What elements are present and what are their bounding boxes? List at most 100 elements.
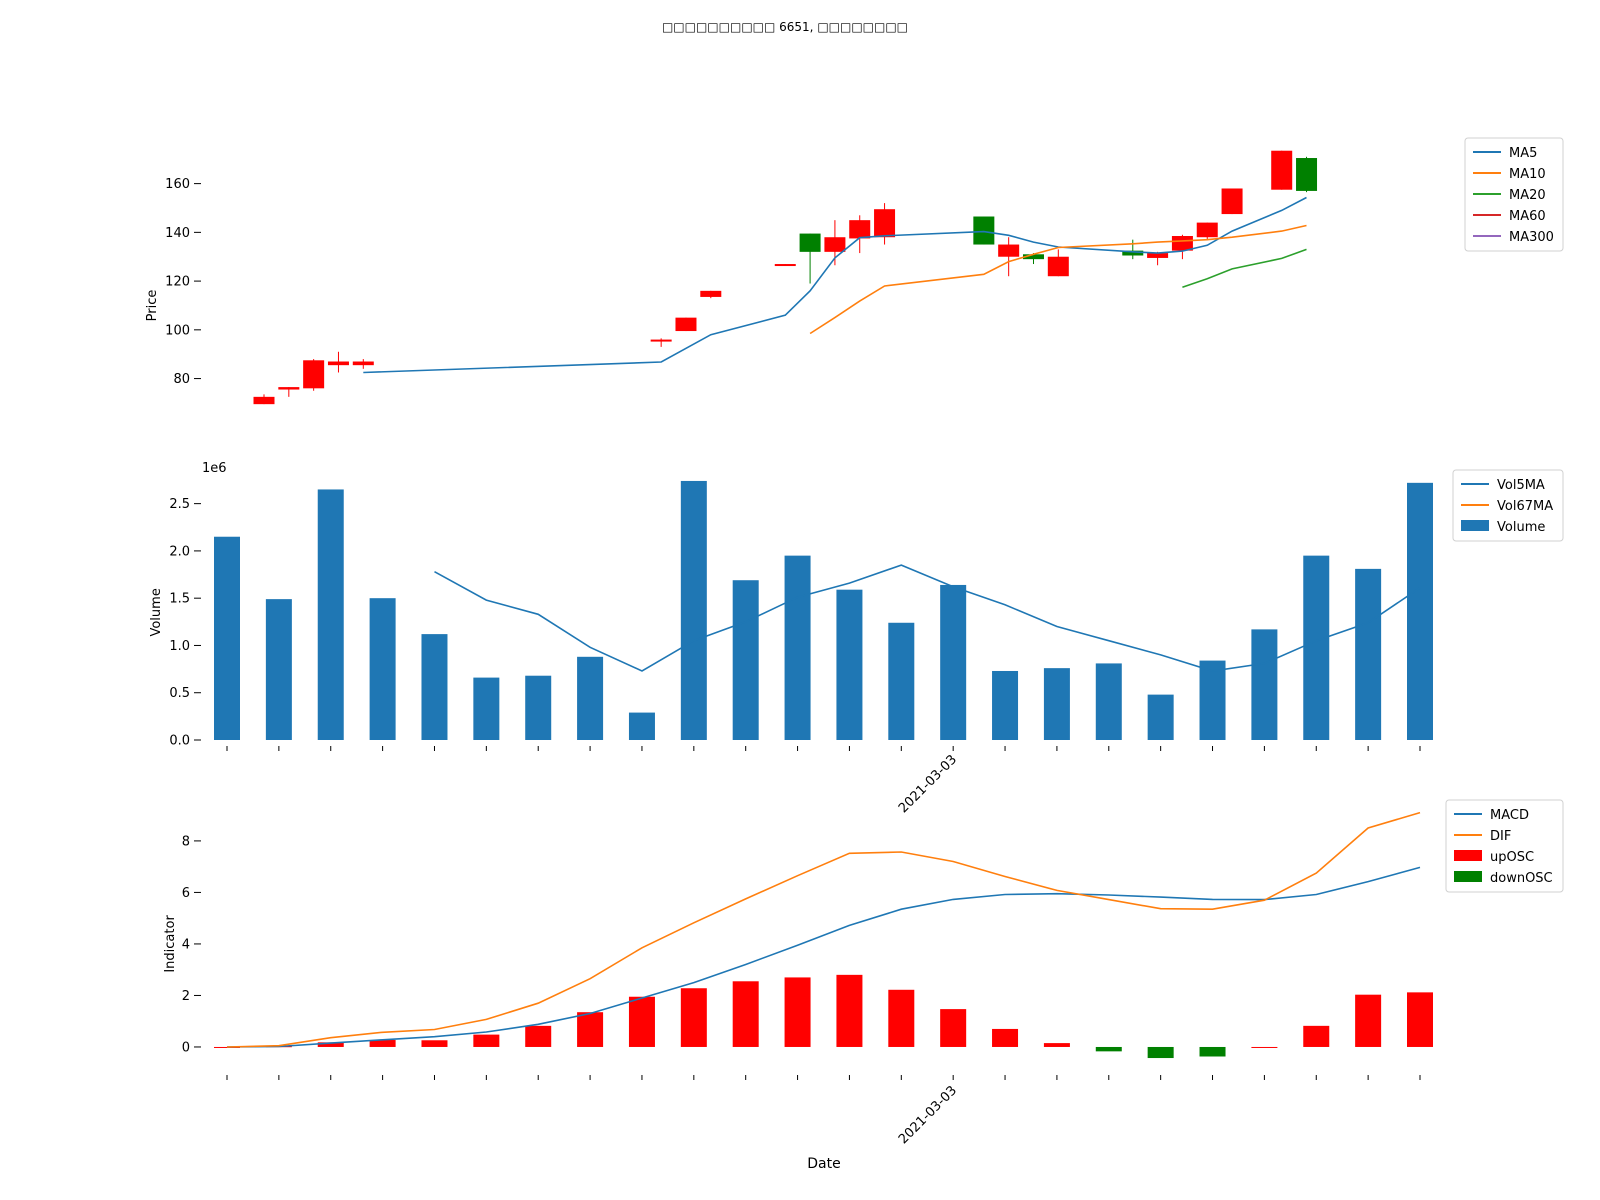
legend-swatch-uposc xyxy=(1454,850,1482,861)
up-osc-bar xyxy=(732,981,759,1047)
dif-line xyxy=(226,811,1421,1048)
up-osc-bar xyxy=(1355,994,1382,1047)
volume-bar xyxy=(1043,668,1070,740)
up-osc-bar xyxy=(1407,992,1433,1047)
volume-bar xyxy=(628,712,655,740)
candle-body xyxy=(774,264,796,267)
candle-body xyxy=(1196,222,1218,238)
price-ytick-label: 100 xyxy=(165,323,190,338)
legend-label-ma20: MA20 xyxy=(1509,188,1546,203)
volume-bar xyxy=(577,656,604,740)
up-osc-bar xyxy=(680,988,707,1047)
volume-bar xyxy=(1095,663,1122,740)
candle-body xyxy=(973,216,995,245)
volume-bar xyxy=(214,536,240,740)
volume-ytick-label: 2.5 xyxy=(169,497,190,512)
candle-body xyxy=(278,387,300,390)
candle-body xyxy=(650,339,672,342)
volume-bar xyxy=(1407,482,1433,740)
macd-ytick-label: 4 xyxy=(182,937,190,952)
up-osc-bar xyxy=(214,1046,240,1048)
candle-body xyxy=(327,361,349,366)
candle-body xyxy=(849,220,871,239)
price-series-ma20 xyxy=(1182,248,1307,288)
down-osc-bar xyxy=(1147,1046,1174,1059)
macd-ytick-label: 8 xyxy=(182,834,190,849)
price-axis-label: Price xyxy=(145,290,160,322)
up-osc-bar xyxy=(836,974,863,1047)
candle-body xyxy=(253,396,275,405)
volume-ytick-label: 0.0 xyxy=(169,734,190,749)
legend-box xyxy=(1445,799,1564,893)
volume-bar xyxy=(1199,660,1226,740)
legend-label-downosc: downOSC xyxy=(1490,871,1553,886)
volume-bar xyxy=(1147,694,1174,740)
candle-body xyxy=(675,317,697,332)
up-osc-bar xyxy=(628,996,655,1047)
price-series-ma5 xyxy=(363,196,1307,374)
candle-body xyxy=(1047,256,1069,277)
up-osc-bar xyxy=(784,977,811,1047)
up-osc-bar xyxy=(1303,1025,1330,1047)
volume-ytick-label: 0.5 xyxy=(169,686,190,701)
price-ytick-label: 160 xyxy=(165,177,190,192)
candle-body xyxy=(998,244,1020,257)
price-series-ma10 xyxy=(809,224,1307,335)
candle-body xyxy=(874,209,896,238)
candle-body xyxy=(700,290,722,297)
volume-bar xyxy=(1355,568,1382,740)
volume-bar xyxy=(473,677,500,740)
up-osc-bar xyxy=(577,1012,604,1047)
volume-bar xyxy=(680,480,707,740)
price-ytick-label: 140 xyxy=(165,226,190,241)
legend-box xyxy=(1464,137,1564,252)
macd-ytick-label: 6 xyxy=(182,886,190,901)
legend-label-volume: Volume xyxy=(1497,520,1545,535)
legend-label-ma300: MA300 xyxy=(1509,230,1554,245)
candle-body xyxy=(1221,188,1243,215)
volume-bar xyxy=(836,589,863,740)
legend-label-uposc: upOSC xyxy=(1490,850,1534,865)
candle-body xyxy=(352,361,374,366)
candle-body xyxy=(1171,236,1193,251)
candle-body xyxy=(1122,250,1144,256)
volume-ytick-label: 2.0 xyxy=(169,544,190,559)
candle-body xyxy=(1271,150,1293,190)
volume-scale-label: 1e6 xyxy=(202,461,227,476)
up-osc-bar xyxy=(940,1009,967,1047)
chart-title: □□□□□□□□□□ 6651, □□□□□□□□ xyxy=(661,20,909,34)
volume-ytick-label: 1.5 xyxy=(169,592,190,607)
volume-bar xyxy=(1251,629,1278,740)
candle-body xyxy=(824,237,846,252)
legend-swatch-volume xyxy=(1461,520,1489,531)
volume-bar xyxy=(525,675,552,740)
legend-label-ma5: MA5 xyxy=(1509,146,1537,161)
down-osc-bar xyxy=(1095,1046,1122,1052)
legend-label-macd: MACD xyxy=(1490,808,1529,823)
up-osc-bar xyxy=(992,1028,1019,1047)
up-osc-bar xyxy=(525,1025,552,1047)
volume-ytick-label: 1.0 xyxy=(169,639,190,654)
legend-label-dif: DIF xyxy=(1490,829,1511,844)
legend-label-ma10: MA10 xyxy=(1509,167,1546,182)
macd-axis-label: Indicator xyxy=(163,915,178,973)
macd-xtick-label: 2021-03-03 xyxy=(896,1083,960,1147)
volume-series-vol5ma xyxy=(434,564,1421,672)
legend-label-vol67ma: Vol67MA xyxy=(1497,499,1553,514)
up-osc-bar xyxy=(1043,1043,1070,1047)
volume-bar xyxy=(888,622,915,740)
macd-ytick-label: 0 xyxy=(182,1040,190,1055)
volume-xtick-label: 2021-03-03 xyxy=(896,752,960,816)
down-osc-bar xyxy=(1199,1046,1226,1057)
volume-bar xyxy=(732,580,759,740)
up-osc-bar xyxy=(421,1040,448,1047)
up-osc-bar xyxy=(888,989,915,1047)
volume-bar xyxy=(265,599,292,740)
price-ytick-label: 80 xyxy=(173,372,190,387)
candle-body xyxy=(1296,158,1318,191)
up-osc-bar xyxy=(473,1034,500,1047)
up-osc-bar xyxy=(369,1040,396,1047)
volume-bar xyxy=(317,489,344,740)
